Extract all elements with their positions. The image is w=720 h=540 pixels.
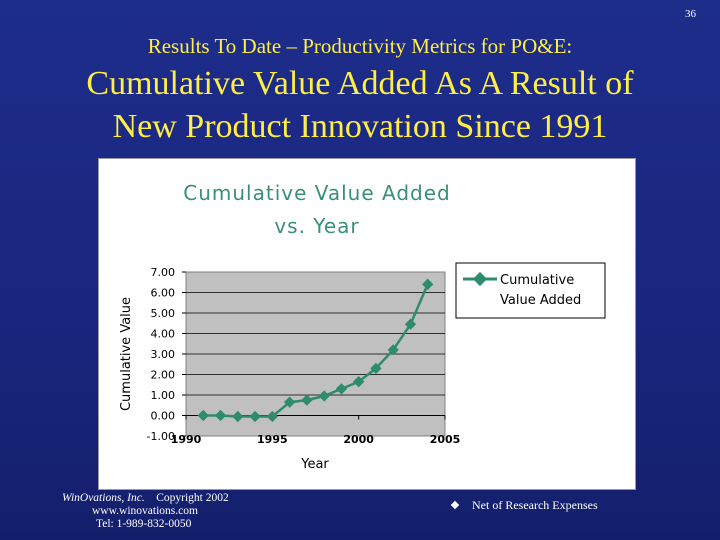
x-tick-label: 2000: [343, 433, 374, 446]
y-tick-label: 1.00: [151, 389, 176, 402]
x-tick-label: 2005: [430, 433, 461, 446]
slide-title: Cumulative Value Added As A Result of Ne…: [0, 62, 720, 148]
series-layer: [197, 278, 434, 423]
slide-title-line2: New Product Innovation Since 1991: [112, 108, 608, 145]
x-tick-label: 1995: [257, 433, 288, 446]
footnote-text: Net of Research Expenses: [472, 498, 598, 512]
slide-title-line1: Cumulative Value Added As A Result of: [86, 65, 634, 102]
data-point: [335, 383, 348, 395]
data-point: [283, 396, 296, 408]
legend-label-line1: Cumulative: [500, 273, 574, 288]
slide-number: 36: [685, 8, 696, 20]
data-point: [370, 362, 382, 375]
data-point: [301, 394, 313, 406]
phone-text: Tel: 1-989-832-0050: [96, 518, 192, 530]
data-point: [214, 409, 227, 422]
data-point: [422, 278, 434, 290]
data-point: [249, 410, 261, 423]
y-tick-label: 4.00: [151, 328, 176, 341]
legend-marker: [472, 271, 488, 287]
legend-box: [455, 262, 606, 319]
footer-line1: WinOvations, Inc. Copyright 2002: [62, 492, 229, 505]
copyright-text: Copyright 2002: [156, 492, 229, 504]
chart-title-line1: Cumulative Value Added: [183, 181, 451, 205]
data-point: [318, 390, 330, 402]
slide-subtitle: Results To Date – Productivity Metrics f…: [147, 34, 573, 58]
y-tick-label: 6.00: [151, 287, 176, 300]
footnote: Net of Research Expenses: [450, 498, 598, 513]
y-tick-label: 5.00: [151, 307, 176, 320]
footer-contact: WinOvations, Inc. Copyright 2002 www.win…: [62, 492, 229, 531]
y-tick-label: 2.00: [151, 369, 176, 382]
legend: Cumulative Value Added: [455, 262, 606, 319]
data-point: [197, 409, 209, 422]
y-tick-label: 0.00: [151, 410, 176, 423]
chart-svg: Cumulative Value Added vs. Year -1.00 0.0…: [119, 181, 606, 472]
axis-ticks: -1.00 0.00 1.00 2.00 3.00 4.00 5.00 6.00 7.00 199…: [147, 266, 461, 446]
chart-container: Cumulative Value Added vs. Year -1.00 0.0…: [98, 158, 636, 490]
y-axis-label: Cumulative Value: [119, 297, 134, 411]
chart-title-line2: vs. Year: [274, 214, 359, 238]
data-point: [404, 318, 417, 330]
website-text: www.winovations.com: [92, 505, 198, 517]
company-name: WinOvations, Inc.: [62, 492, 145, 504]
y-tick-label: -1.00: [147, 430, 175, 443]
data-point: [232, 410, 244, 423]
x-axis-label: Year: [300, 457, 329, 472]
data-point: [266, 410, 278, 423]
y-tick-label: 7.00: [151, 266, 176, 279]
x-tick-label: 1990: [171, 433, 202, 446]
y-tick-label: 3.00: [151, 348, 176, 361]
legend-label-line2: Value Added: [500, 293, 581, 308]
diamond-bullet-icon: [450, 500, 460, 510]
data-point: [387, 344, 399, 356]
